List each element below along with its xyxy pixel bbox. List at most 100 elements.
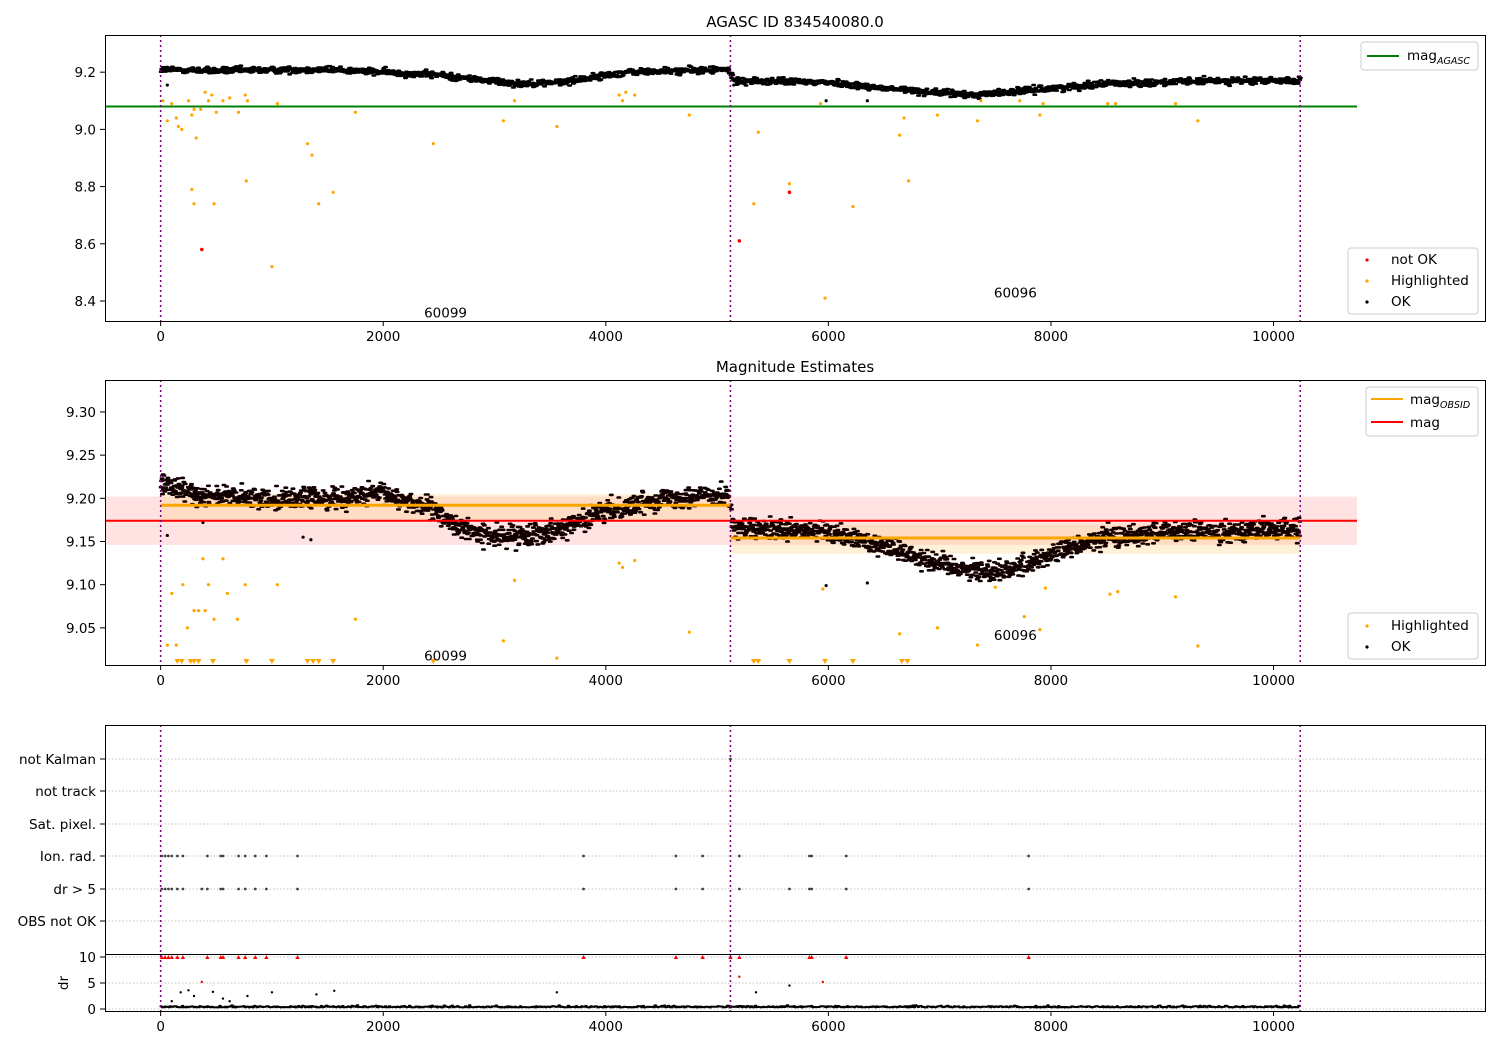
ok-point: [165, 533, 169, 538]
x-tick-label: 10000: [1252, 673, 1295, 689]
highlighted-point: [196, 608, 201, 613]
highlighted-point: [935, 626, 940, 630]
flag-row-label: Sat. pixel.: [29, 817, 96, 833]
flag-point: [296, 887, 299, 891]
highlighted-point: [851, 205, 855, 209]
flags-panel: 0 2000 4000 6000 8000 10000 not Kalman not trac…: [18, 725, 1486, 1035]
dr-outlier-point: [211, 990, 215, 994]
legend-status: not OK Highlighted OK: [1347, 247, 1479, 315]
y-tick-label: 8.4: [75, 294, 96, 310]
flag-point: [181, 887, 185, 891]
highlighted-point: [1108, 592, 1112, 596]
highlighted-point: [1038, 113, 1042, 117]
flags-panel-ticks: 0 2000 4000 6000 8000 10000 not Kalman not trac…: [18, 752, 1295, 1035]
flag-point: [237, 887, 240, 891]
flag-point: [701, 887, 705, 891]
not-ok-point: [787, 190, 792, 195]
x-tick-label: 6000: [811, 329, 845, 345]
dr-outlier-point: [555, 991, 559, 994]
flag-point: [200, 887, 204, 891]
dr-clipped-marker: [809, 955, 814, 959]
x-tick-label: 4000: [589, 673, 623, 689]
dr-outlier-point: [200, 980, 204, 984]
dr-clipped-marker: [220, 955, 226, 959]
flag-row-label: not track: [35, 784, 96, 800]
offscale-highlighted-marker: [822, 659, 829, 664]
highlighted-point: [1041, 102, 1045, 106]
highlighted-point: [752, 202, 756, 206]
offscale-highlighted-marker: [209, 659, 216, 664]
flag-point: [808, 854, 811, 858]
x-tick-label: 2000: [366, 1019, 400, 1035]
highlighted-point: [331, 190, 335, 194]
flag-point: [219, 854, 223, 858]
ok-point: [865, 99, 869, 103]
dr-clipped-marker: [162, 955, 168, 959]
legend-label-highlighted: Highlighted: [1391, 273, 1469, 289]
highlighted-point: [633, 558, 637, 563]
dr-outlier-point: [187, 989, 190, 992]
magnitude-panel-ticks: 0 2000 4000 6000 8000 10000 9.05 9.10 9.15 9.20 9.…: [66, 405, 1295, 689]
flag-point: [701, 854, 705, 858]
flag-point: [219, 887, 223, 891]
flag-row-label: Ion. rad.: [40, 849, 96, 865]
offscale-highlighted-marker: [849, 659, 856, 664]
highlighted-point: [1038, 627, 1042, 632]
magnitude-panel-frame: [105, 380, 1486, 666]
highlighted-point: [687, 630, 691, 634]
highlighted-point: [620, 99, 625, 103]
x-tick-label: 0: [156, 329, 165, 345]
dr-clipped-marker: [180, 955, 186, 959]
legend-label-highlighted: Highlighted: [1391, 618, 1469, 634]
y-tick-label: 9.2: [75, 65, 96, 81]
highlighted-point: [1043, 586, 1048, 590]
offscale-highlighted-marker: [750, 659, 757, 664]
flag-point: [160, 887, 164, 891]
legend-marker-not-ok: [1365, 258, 1369, 262]
flag-point: [175, 854, 179, 858]
highlighted-point: [210, 93, 214, 97]
offscale-highlighted-marker: [755, 659, 762, 664]
highlighted-point: [180, 127, 184, 131]
flag-point: [237, 854, 240, 858]
offscale-highlighted-marker: [243, 659, 250, 664]
highlighted-point: [787, 182, 792, 186]
highlighted-point: [555, 656, 559, 660]
flag-point: [844, 887, 848, 891]
x-tick-label: 8000: [1034, 673, 1068, 689]
highlighted-point: [225, 591, 230, 595]
highlighted-point: [975, 643, 980, 647]
highlighted-point: [165, 643, 169, 647]
offscale-highlighted-marker: [174, 659, 181, 664]
dr-outlier-point: [788, 984, 791, 987]
dr-outlier-point: [221, 997, 225, 1000]
highlighted-point: [1196, 644, 1200, 648]
flag-point: [253, 887, 257, 891]
highlighted-point: [902, 116, 906, 120]
x-tick-label: 0: [156, 1019, 165, 1035]
highlighted-point: [317, 202, 321, 206]
flags-panel-frame: [105, 725, 1486, 1012]
offscale-highlighted-marker: [178, 659, 185, 664]
legend-box: [1347, 247, 1479, 315]
obsid-label-60096: 60096: [994, 628, 1037, 644]
highlighted-point: [190, 113, 194, 117]
legend-box: [1347, 612, 1479, 660]
legend-label-ok: OK: [1391, 294, 1412, 310]
dr-tick-label: 10: [79, 950, 96, 966]
dr-tick-label: 0: [87, 1002, 96, 1018]
highlighted-point: [512, 578, 517, 582]
offscale-highlighted-marker: [430, 659, 437, 664]
dr-clipped-marker: [295, 955, 300, 959]
highlighted-point: [906, 179, 911, 183]
ok-point: [865, 581, 869, 585]
dr-clipped-marker: [169, 955, 174, 959]
flag-point: [737, 854, 741, 858]
dr-outlier-point: [821, 980, 825, 984]
highlighted-point: [236, 110, 241, 114]
dr-clipped-marker: [581, 955, 586, 959]
offscale-highlighted-marker: [786, 659, 793, 664]
x-tick-label: 6000: [811, 1019, 845, 1035]
x-tick-label: 8000: [1034, 1019, 1068, 1035]
dr-clipped-marker: [159, 955, 164, 959]
